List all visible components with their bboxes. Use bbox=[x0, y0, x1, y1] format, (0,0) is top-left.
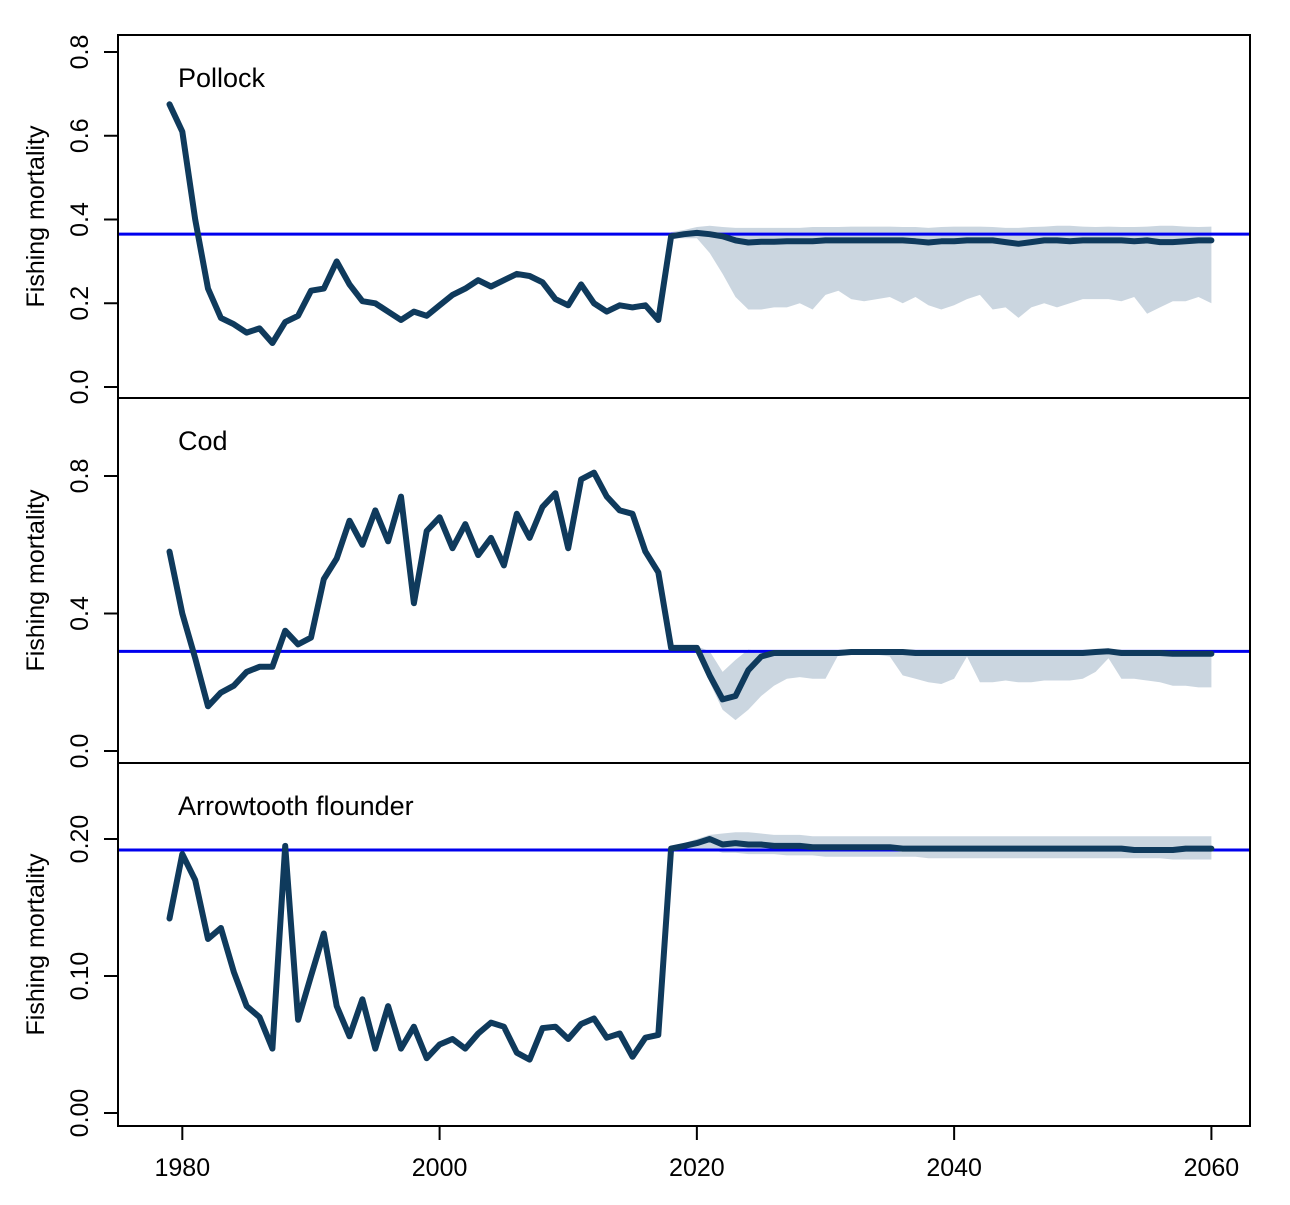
panel-title: Pollock bbox=[178, 63, 266, 93]
fishing-mortality-line bbox=[166, 101, 1215, 346]
y-tick-label: 0.0 bbox=[66, 734, 94, 769]
y-axis-title: Fishing mortality bbox=[22, 125, 50, 307]
panel-title: Cod bbox=[178, 426, 228, 456]
panel-1: 0.0 0.2 0.4 0.6 0.8 Fishing mortality Pollock bbox=[22, 34, 1251, 405]
fishing-mortality-line bbox=[166, 836, 1215, 1063]
uncertainty-band bbox=[671, 646, 1212, 721]
y-tick-label: 0.20 bbox=[66, 815, 94, 864]
panel-frame bbox=[117, 34, 1251, 399]
y-tick-label: 0.8 bbox=[66, 459, 94, 494]
panel-title: Arrowtooth flounder bbox=[178, 791, 414, 821]
y-tick-label: 0.2 bbox=[66, 286, 94, 321]
y-tick-label: 0.6 bbox=[66, 118, 94, 153]
panel-frame bbox=[117, 397, 1251, 764]
uncertainty-band bbox=[671, 225, 1212, 318]
x-tick-label: 2020 bbox=[669, 1154, 725, 1182]
x-tick-label: 2000 bbox=[412, 1154, 468, 1182]
y-axis-title: Fishing mortality bbox=[22, 853, 50, 1035]
y-tick-label: 0.8 bbox=[66, 35, 94, 70]
fishing-mortality-line bbox=[166, 469, 1215, 710]
panel-2: 0.0 0.4 0.8 Fishing mortality Cod bbox=[22, 397, 1251, 769]
y-tick-label: 0.10 bbox=[66, 952, 94, 1001]
panel-3: 0.00 0.10 0.20 Fishing mortality Arrowtooth … bbox=[22, 762, 1251, 1182]
y-axis-title: Fishing mortality bbox=[22, 489, 50, 671]
x-tick-label: 2060 bbox=[1184, 1154, 1240, 1182]
y-tick-label: 0.4 bbox=[66, 596, 94, 631]
x-tick-label: 1980 bbox=[155, 1154, 211, 1182]
x-tick-label: 2040 bbox=[926, 1154, 982, 1182]
y-tick-label: 0.4 bbox=[66, 202, 94, 237]
y-tick-label: 0.00 bbox=[66, 1089, 94, 1138]
y-tick-label: 0.0 bbox=[66, 370, 94, 405]
panel-frame bbox=[117, 762, 1251, 1127]
